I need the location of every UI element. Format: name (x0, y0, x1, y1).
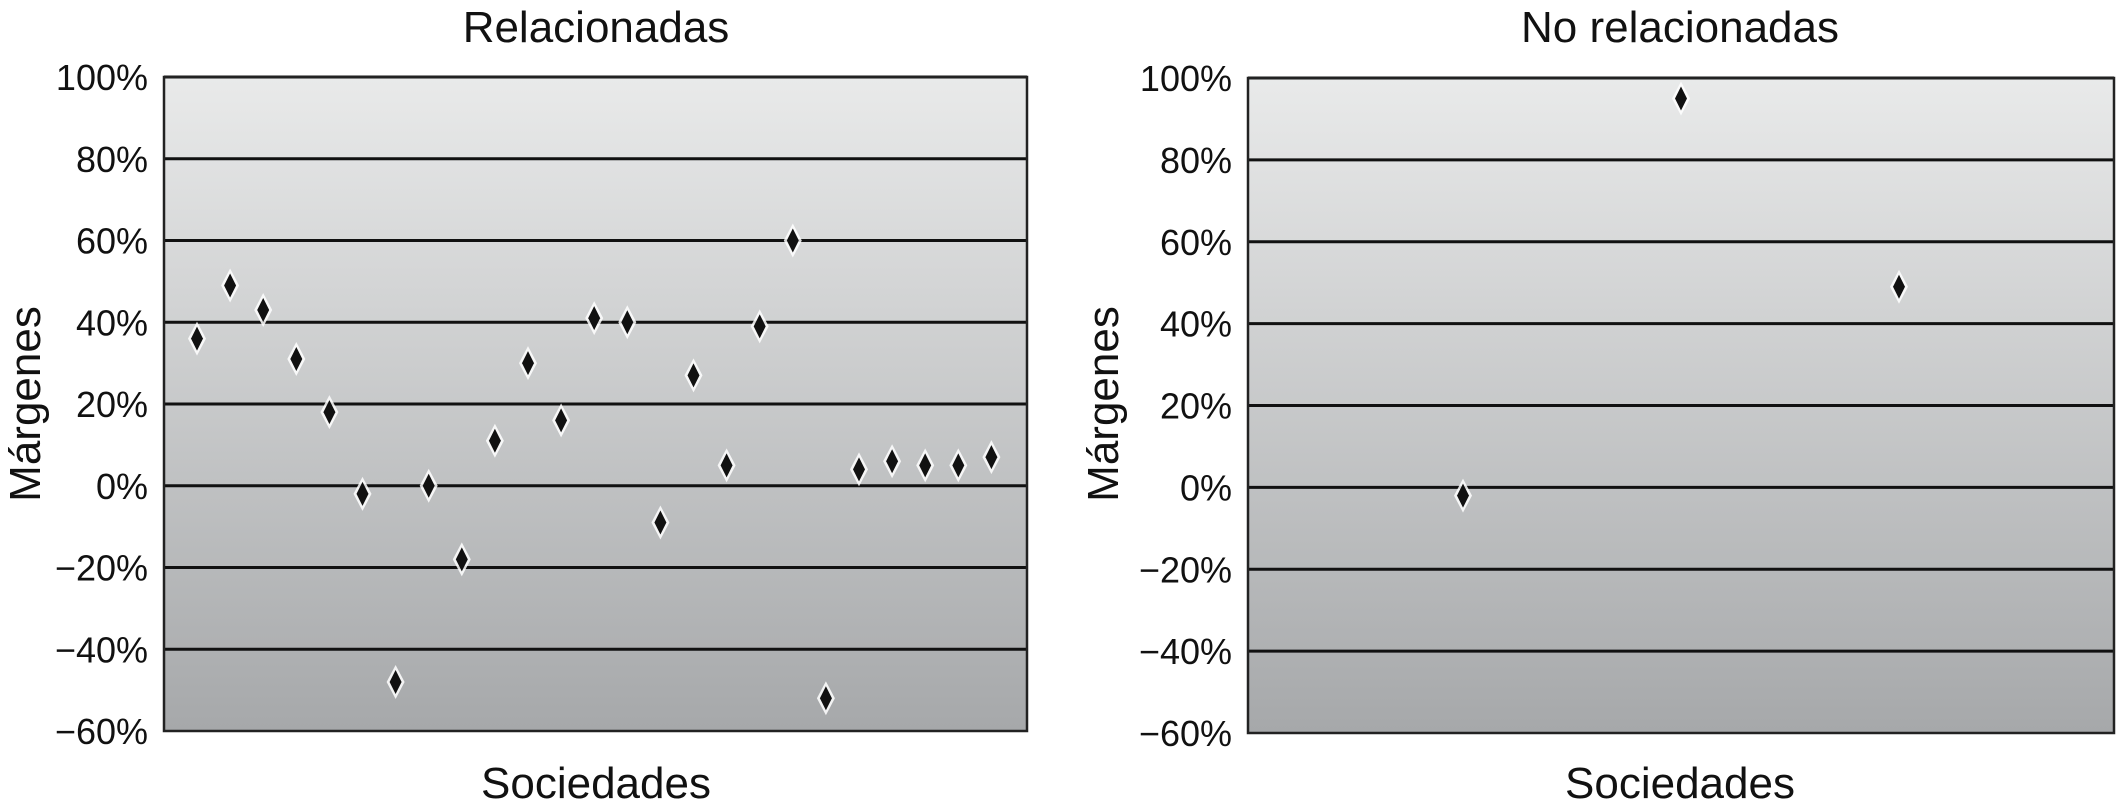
y-tick-label: 80% (1160, 140, 1232, 181)
y-tick-label: 100% (56, 57, 148, 98)
y-tick-label: −20% (55, 548, 148, 589)
y-tick-labels: −60% −40% −20% 0% 20% 40% 60% 80% 100% (55, 57, 148, 752)
y-tick-label: 20% (1160, 386, 1232, 427)
y-tick-label: 0% (96, 466, 148, 507)
y-tick-label: 0% (1180, 467, 1232, 508)
data-point (783, 223, 802, 258)
y-tick-label: 60% (76, 221, 148, 262)
data-point (386, 664, 405, 699)
data-point (1890, 269, 1908, 304)
data-point (750, 309, 769, 344)
data-point (982, 440, 1001, 475)
chart-title: No relacionadas (1521, 3, 1839, 52)
data-points (1454, 81, 1908, 513)
data-point (916, 448, 935, 483)
y-tick-label: −20% (1139, 549, 1232, 590)
data-point (850, 452, 868, 487)
chart-title: Relacionadas (463, 3, 730, 52)
y-tick-label: 40% (1160, 304, 1232, 345)
data-point (519, 346, 537, 381)
data-point (552, 403, 571, 438)
chart-relacionadas: −60% −40% −20% 0% 20% 40% 60% 80% 100% Relaciona… (1, 3, 1029, 808)
data-point (1672, 81, 1690, 116)
data-point (1454, 478, 1472, 513)
y-axis-label: Márgenes (1079, 306, 1128, 502)
y-tick-labels: −60% −40% −20% 0% 20% 40% 60% 80% 100% (1139, 58, 1232, 754)
data-point (618, 305, 637, 340)
data-point (883, 444, 902, 479)
y-tick-label: −60% (55, 711, 148, 752)
data-point (651, 505, 670, 540)
data-point (684, 358, 703, 393)
data-point (221, 268, 240, 303)
data-point (287, 342, 306, 377)
plot-frame (1246, 76, 2116, 735)
data-point (585, 301, 604, 336)
x-axis-label: Sociedades (1565, 759, 1795, 808)
data-points (188, 223, 1001, 716)
y-tick-label: 20% (76, 384, 148, 425)
data-point (816, 681, 835, 716)
data-point (320, 395, 339, 430)
data-point (949, 448, 968, 483)
x-axis-label: Sociedades (481, 759, 711, 808)
data-point (419, 468, 438, 503)
y-tick-label: 60% (1160, 222, 1232, 263)
data-point (353, 476, 372, 511)
y-tick-label: −40% (55, 629, 148, 670)
data-point (188, 321, 206, 356)
chart-no-relacionadas: −60% −40% −20% 0% 20% 40% 60% 80% 100% No relaci… (1079, 3, 2116, 808)
data-point (452, 542, 471, 577)
y-tick-label: −40% (1139, 631, 1232, 672)
y-tick-label: 80% (76, 139, 148, 180)
plot-frame (162, 75, 1029, 733)
y-tick-label: −60% (1139, 713, 1232, 754)
y-tick-label: 40% (76, 302, 148, 343)
data-point (485, 423, 504, 458)
data-point (717, 448, 736, 483)
y-tick-label: 100% (1140, 58, 1232, 99)
data-point (254, 292, 273, 327)
y-axis-label: Márgenes (1, 306, 50, 502)
